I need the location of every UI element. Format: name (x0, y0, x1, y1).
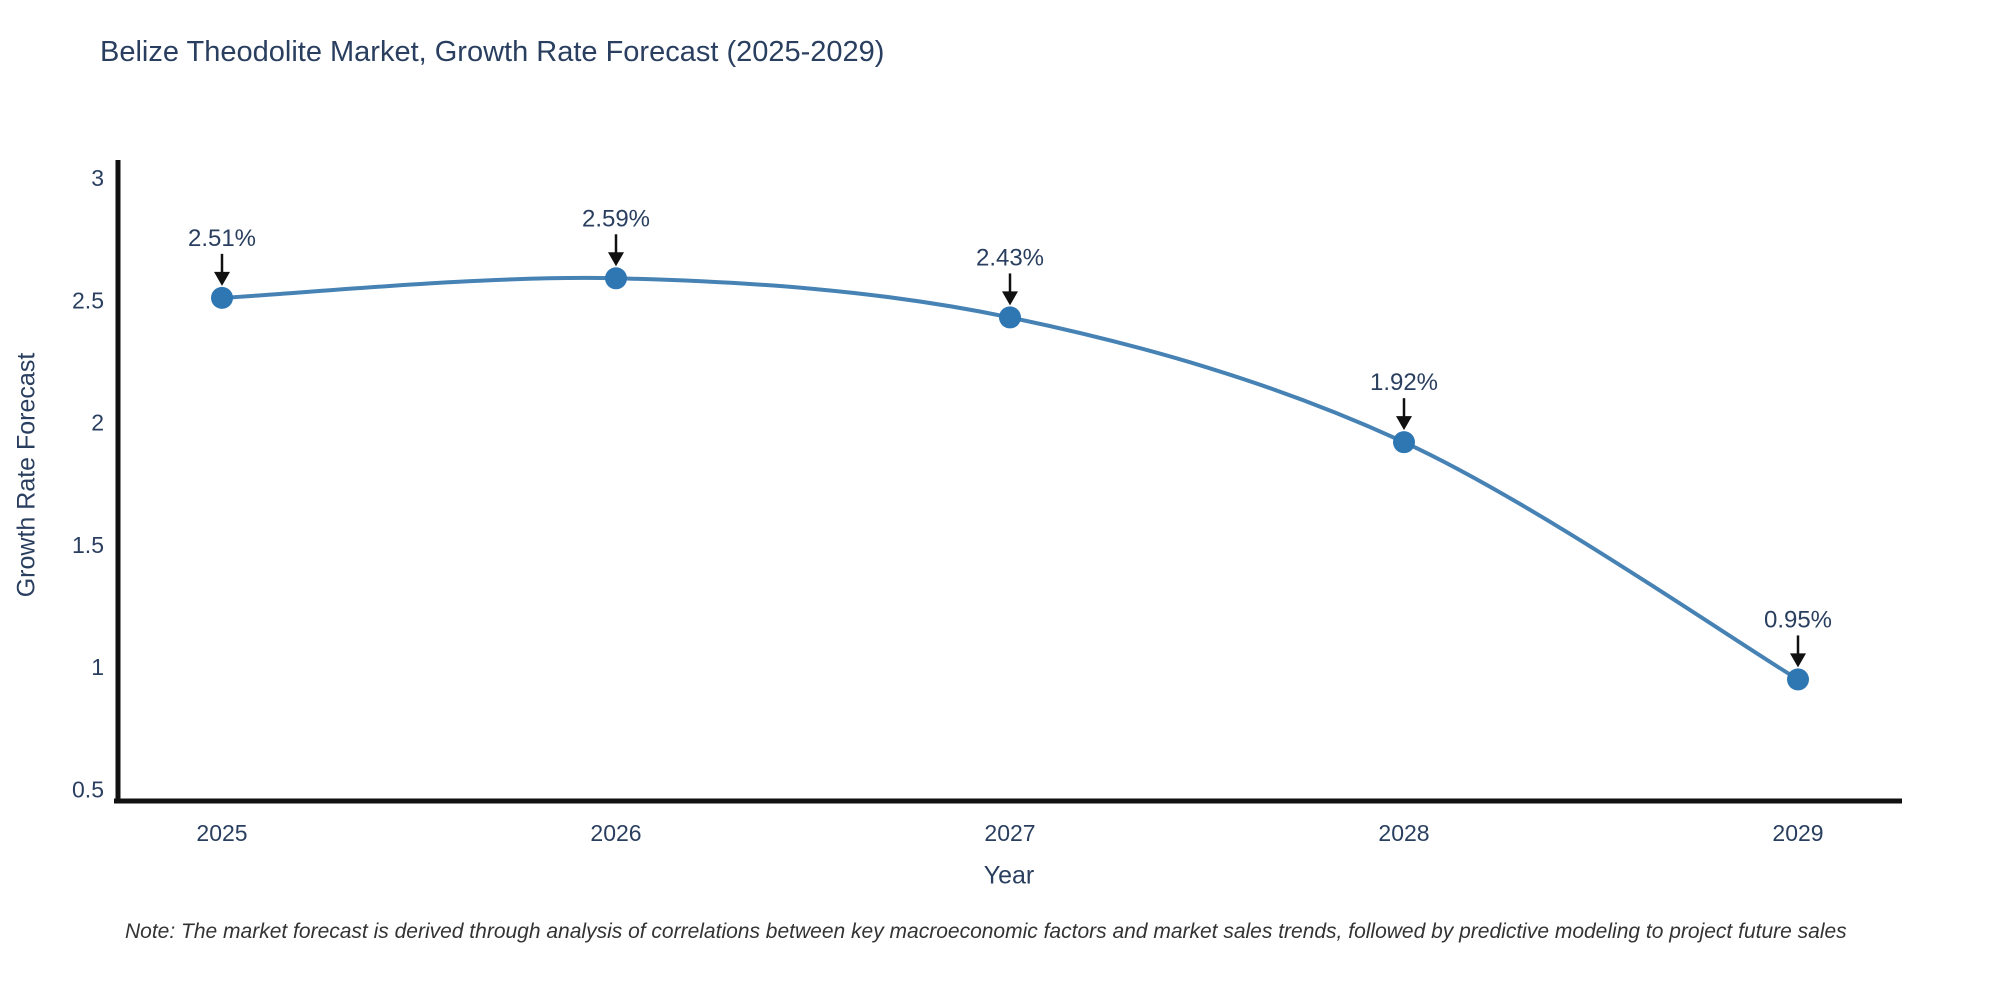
annotation-label: 1.92% (1370, 369, 1438, 396)
data-point-marker (999, 306, 1021, 329)
annotation-arrow-head (1790, 653, 1806, 668)
y-tick-label: 2.5 (72, 287, 104, 313)
x-tick-label: 2026 (590, 820, 641, 846)
annotation-label: 2.59% (582, 205, 650, 232)
y-tick-label: 1 (91, 654, 104, 680)
x-axis-title: Year (983, 861, 1035, 890)
x-tick-label: 2028 (1378, 820, 1429, 846)
x-tick-label: 2029 (1772, 820, 1823, 846)
annotation-arrow-head (608, 252, 624, 267)
y-tick-label: 0.5 (72, 777, 104, 803)
x-tick-label: 2025 (196, 820, 247, 846)
data-point-marker (211, 286, 233, 309)
annotation-arrow-head (1002, 291, 1018, 306)
y-tick-label: 1.5 (72, 532, 104, 558)
data-point-marker (605, 267, 627, 290)
y-tick-label: 2 (91, 410, 104, 436)
data-point-marker (1393, 431, 1415, 454)
x-tick-label: 2027 (984, 820, 1035, 846)
annotation-label: 0.95% (1764, 606, 1832, 633)
data-point-marker (1787, 668, 1809, 691)
annotation-arrow-head (214, 271, 230, 286)
y-axis-title: Growth Rate Forecast (12, 352, 41, 598)
footnote: Note: The market forecast is derived thr… (125, 920, 1847, 943)
chart-title: Belize Theodolite Market, Growth Rate Fo… (100, 36, 885, 68)
annotation-label: 2.43% (976, 244, 1044, 271)
y-tick-label: 3 (91, 165, 104, 191)
annotation-arrow-head (1396, 416, 1412, 431)
annotation-label: 2.51% (188, 225, 256, 252)
series-line (220, 275, 1800, 682)
